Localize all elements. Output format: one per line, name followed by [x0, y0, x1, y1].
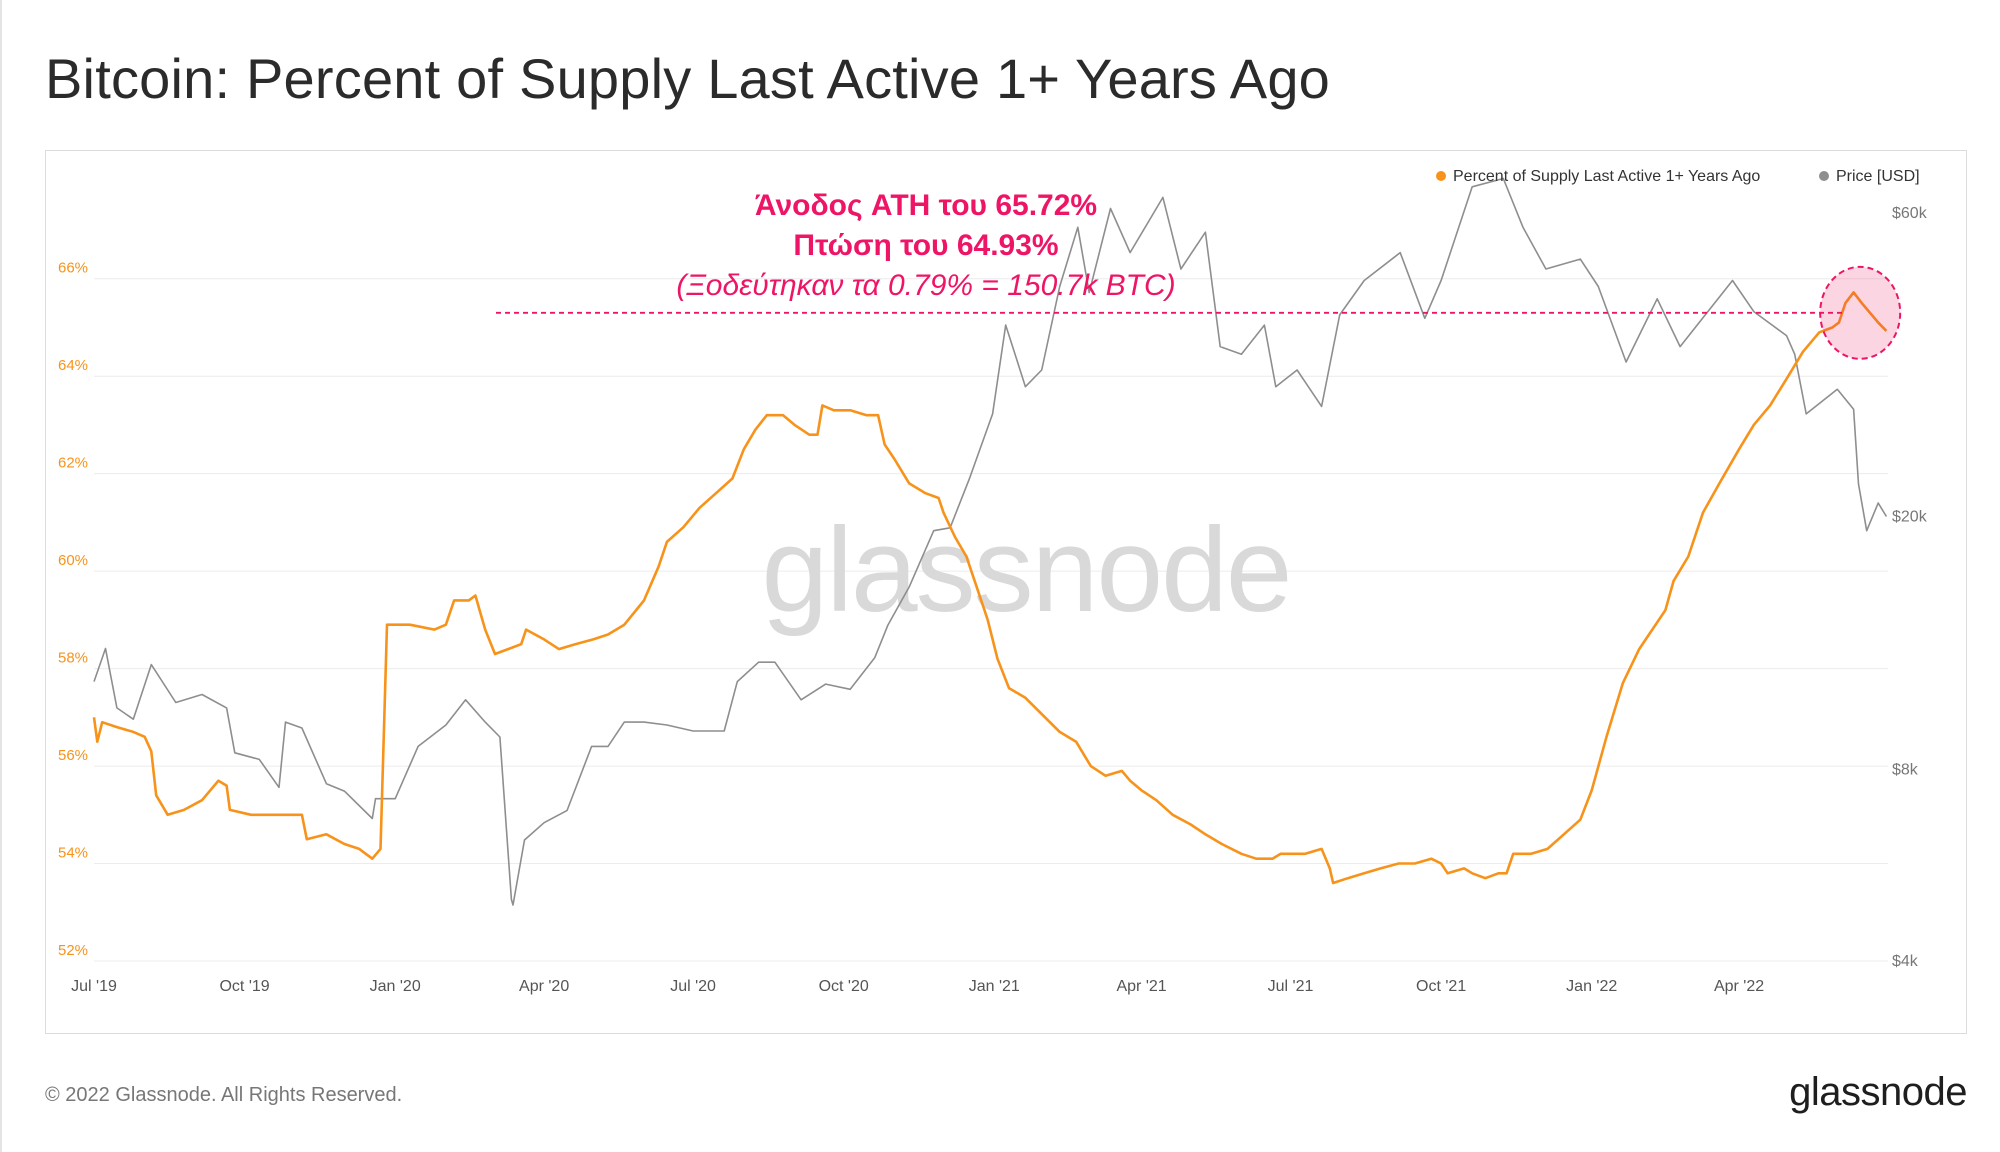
- x-tick-label: Oct '21: [1416, 978, 1466, 995]
- left-tick-label: 56%: [58, 747, 88, 764]
- annotation-line-3: (Ξοδεύτηκαν τα 0.79% = 150.7k BTC): [676, 269, 1175, 302]
- left-tick-label: 58%: [58, 650, 88, 667]
- left-tick-label: 66%: [58, 260, 88, 277]
- page-left-border: [0, 0, 2, 1152]
- right-tick-label: $4k: [1892, 953, 1919, 970]
- left-tick-label: 64%: [58, 357, 88, 374]
- x-tick-label: Apr '20: [519, 978, 569, 995]
- legend-label: Percent of Supply Last Active 1+ Years A…: [1453, 168, 1760, 185]
- annotation-line-2: Πτώση του 64.93%: [793, 229, 1058, 262]
- legend-label: Price [USD]: [1836, 168, 1920, 185]
- right-tick-label: $60k: [1892, 205, 1928, 222]
- x-tick-label: Jul '19: [71, 978, 117, 995]
- x-tick-label: Oct '20: [819, 978, 869, 995]
- footer-copyright: © 2022 Glassnode. All Rights Reserved.: [45, 1084, 403, 1106]
- watermark-text: glassnode: [761, 503, 1290, 637]
- legend: Percent of Supply Last Active 1+ Years A…: [1436, 168, 1920, 185]
- right-tick-label: $8k: [1892, 762, 1919, 779]
- x-tick-label: Jan '22: [1566, 978, 1617, 995]
- x-tick-label: Oct '19: [219, 978, 269, 995]
- price-series-line: [93, 177, 1888, 906]
- peak-highlight-circle: [1819, 265, 1902, 360]
- right-axis: $4k $8k $20k $60k: [1892, 205, 1928, 970]
- chart-svg: glassnode 52% 54% 56% 58% 60% 62% 64% 66% $4k $8…: [58, 168, 1928, 995]
- grid-lines: [94, 278, 1888, 962]
- left-tick-label: 52%: [58, 942, 88, 959]
- left-tick-label: 60%: [58, 552, 88, 569]
- left-tick-label: 54%: [58, 845, 88, 862]
- chart-frame: glassnode 52% 54% 56% 58% 60% 62% 64% 66% $4k $8…: [45, 150, 1967, 1034]
- glassnode-logo: glassnode: [1789, 1070, 1967, 1114]
- annotation-line-1: Άνοδος ATH του 65.72%: [755, 189, 1097, 222]
- x-tick-label: Jan '21: [969, 978, 1020, 995]
- x-tick-label: Jul '20: [670, 978, 716, 995]
- series-layer: [92, 177, 1888, 906]
- left-axis: 52% 54% 56% 58% 60% 62% 64% 66%: [58, 260, 88, 959]
- legend-marker: [1436, 171, 1446, 181]
- supply-series-line: [92, 291, 1888, 885]
- x-axis: Jul '19 Oct '19 Jan '20 Apr '20 Jul '20 Oct '…: [71, 978, 1764, 995]
- page-title: Bitcoin: Percent of Supply Last Active 1…: [45, 47, 1331, 110]
- x-tick-label: Apr '22: [1714, 978, 1764, 995]
- legend-marker: [1819, 171, 1829, 181]
- annotation: Άνοδος ATH του 65.72% Πτώση του 64.93% (…: [496, 189, 1902, 360]
- x-tick-label: Apr '21: [1116, 978, 1166, 995]
- x-tick-label: Jul '21: [1268, 978, 1314, 995]
- left-tick-label: 62%: [58, 455, 88, 472]
- x-tick-label: Jan '20: [370, 978, 421, 995]
- right-tick-label: $20k: [1892, 509, 1928, 526]
